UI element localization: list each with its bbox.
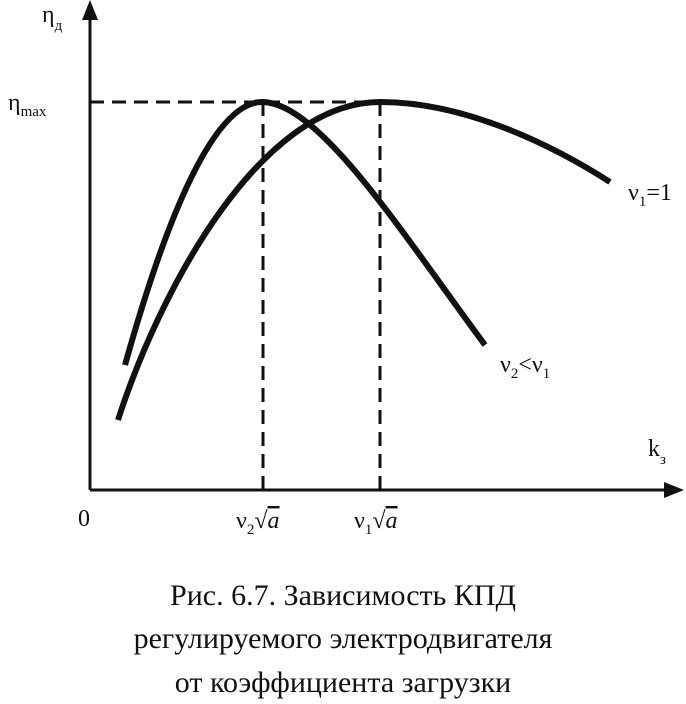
eta-max-label: ηmax (8, 90, 47, 120)
rest: =1 (646, 180, 672, 206)
rest: <ν (518, 352, 543, 378)
symbol: ν (500, 352, 511, 378)
curve-label: ν2<ν1 (500, 352, 550, 382)
symbol: k (648, 436, 660, 462)
subscript: з (660, 452, 666, 468)
origin-label: 0 (78, 506, 90, 532)
curve-label: ν1=1 (628, 180, 672, 210)
y-axis-label: ηд (42, 2, 63, 34)
caption-line: Рис. 6.7. Зависимость КПД (170, 579, 516, 612)
symbol: η (8, 90, 21, 116)
x-arrow (664, 482, 684, 498)
subscript: 2 (511, 366, 519, 382)
x-marker-label: ν1√a (354, 508, 398, 538)
y-arrow (82, 0, 98, 20)
radical: √ (372, 508, 386, 534)
symbol: ν (354, 508, 365, 534)
caption-line: от коэффициента загрузки (175, 666, 511, 699)
x-axis-label: kз (648, 436, 666, 468)
subscript: max (21, 104, 47, 120)
radicand: a (386, 508, 398, 534)
curve-nu2 (122, 98, 488, 366)
symbol: η (42, 2, 55, 28)
radical: √ (254, 508, 268, 534)
symbol: ν (628, 180, 639, 206)
subscript: д (55, 18, 63, 34)
subscript: 2 (247, 522, 255, 538)
subscript: 1 (365, 522, 373, 538)
subscript: 1 (639, 194, 647, 210)
caption-line: регулируемого электродвигателя (134, 622, 553, 655)
x-marker-label: ν2√a (236, 508, 280, 538)
curve-nu1 (115, 98, 612, 421)
radicand: a (268, 508, 280, 534)
subscript: 1 (543, 366, 551, 382)
symbol: ν (236, 508, 247, 534)
